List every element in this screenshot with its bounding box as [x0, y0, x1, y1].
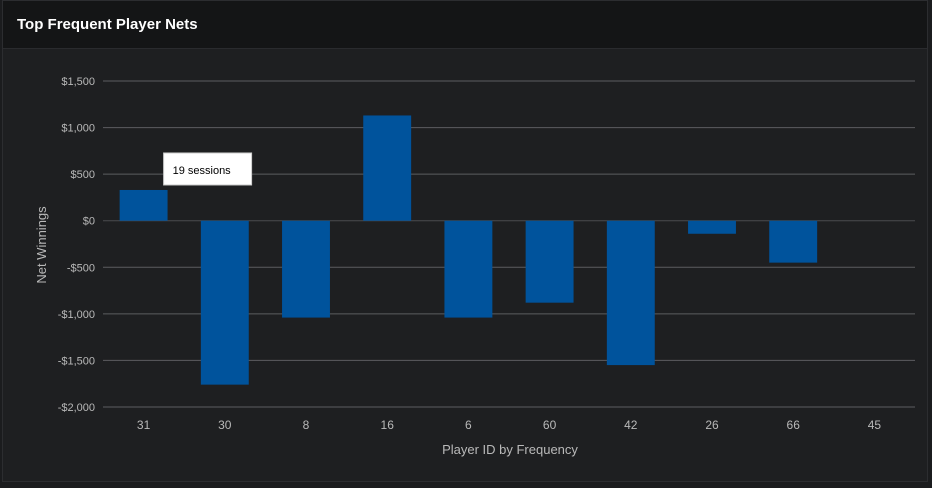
bar-chart: $1,500 $1,000 $500 $0 -$500 -$1,000 -$1,500 -$2… — [34, 76, 915, 457]
tooltip-text: 19 sessions — [173, 165, 232, 177]
bar-player-42[interactable] — [606, 220, 655, 366]
x-tick-label: 16 — [381, 418, 395, 432]
bar-player-31[interactable] — [119, 189, 168, 221]
y-tick-label: $1,000 — [61, 123, 95, 135]
panel-title: Top Frequent Player Nets — [17, 16, 198, 33]
tooltip: 19 sessions — [163, 152, 253, 186]
x-tick-labels: 31 30 8 16 6 60 42 26 66 45 — [137, 418, 881, 432]
x-tick-label: 42 — [624, 418, 638, 432]
x-tick-label: 6 — [465, 418, 472, 432]
bar-player-60[interactable] — [525, 220, 574, 303]
x-tick-label: 31 — [137, 418, 151, 432]
y-axis-label: Net Winnings — [34, 206, 49, 284]
x-tick-label: 66 — [787, 418, 801, 432]
x-tick-label: 45 — [868, 418, 882, 432]
y-tick-label: $0 — [83, 216, 95, 228]
x-axis-label: Player ID by Frequency — [442, 442, 578, 457]
bar-player-16[interactable] — [363, 115, 412, 221]
y-tick-labels: $1,500 $1,000 $500 $0 -$500 -$1,000 -$1,500 -$2… — [58, 76, 95, 414]
y-tick-label: $500 — [71, 169, 95, 181]
y-tick-label: -$1,000 — [58, 309, 95, 321]
bars — [119, 115, 818, 385]
bar-player-66[interactable] — [769, 220, 818, 263]
bar-player-6[interactable] — [444, 220, 493, 318]
x-tick-label: 26 — [705, 418, 719, 432]
x-tick-label: 8 — [303, 418, 310, 432]
y-tick-label: -$2,000 — [58, 402, 95, 414]
bar-player-8[interactable] — [282, 220, 330, 318]
chart-area: $1,500 $1,000 $500 $0 -$500 -$1,000 -$1,500 -$2… — [3, 49, 929, 481]
bar-player-26[interactable] — [688, 220, 736, 234]
bar-player-30[interactable] — [200, 220, 249, 385]
x-tick-label: 60 — [543, 418, 557, 432]
y-tick-label: -$1,500 — [58, 355, 95, 367]
y-tick-label: $1,500 — [61, 76, 95, 88]
tooltip-box — [163, 152, 253, 186]
y-tick-label: -$500 — [67, 262, 95, 274]
panel-header: Top Frequent Player Nets — [3, 1, 927, 49]
x-tick-label: 30 — [218, 418, 232, 432]
